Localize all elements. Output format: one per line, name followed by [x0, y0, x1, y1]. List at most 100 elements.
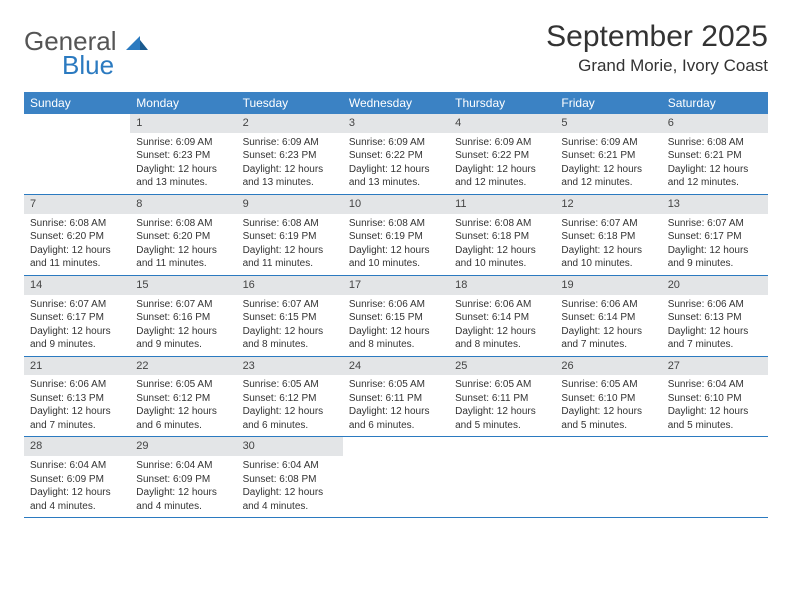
sunset-text: Sunset: 6:13 PM: [30, 392, 124, 406]
sunrise-text: Sunrise: 6:07 AM: [243, 298, 337, 312]
day-number: 7: [24, 195, 130, 214]
sunrise-text: Sunrise: 6:09 AM: [455, 136, 549, 150]
sunset-text: Sunset: 6:22 PM: [349, 149, 443, 163]
sunset-text: Sunset: 6:15 PM: [243, 311, 337, 325]
day-body: Sunrise: 6:06 AMSunset: 6:13 PMDaylight:…: [662, 295, 768, 356]
weeks-container: 1Sunrise: 6:09 AMSunset: 6:23 PMDaylight…: [24, 114, 768, 518]
day-cell: 26Sunrise: 6:05 AMSunset: 6:10 PMDayligh…: [555, 357, 661, 437]
sunrise-text: Sunrise: 6:07 AM: [561, 217, 655, 231]
week-row: 28Sunrise: 6:04 AMSunset: 6:09 PMDayligh…: [24, 437, 768, 518]
day-body: Sunrise: 6:06 AMSunset: 6:13 PMDaylight:…: [24, 375, 130, 436]
sunrise-text: Sunrise: 6:07 AM: [136, 298, 230, 312]
day-cell: 14Sunrise: 6:07 AMSunset: 6:17 PMDayligh…: [24, 276, 130, 356]
sunset-text: Sunset: 6:18 PM: [561, 230, 655, 244]
week-row: 7Sunrise: 6:08 AMSunset: 6:20 PMDaylight…: [24, 195, 768, 276]
day-number: 2: [237, 114, 343, 133]
day-cell: 23Sunrise: 6:05 AMSunset: 6:12 PMDayligh…: [237, 357, 343, 437]
day-number: 14: [24, 276, 130, 295]
day-number: 17: [343, 276, 449, 295]
daylight-text: Daylight: 12 hours and 13 minutes.: [349, 163, 443, 190]
day-number: 23: [237, 357, 343, 376]
daylight-text: Daylight: 12 hours and 9 minutes.: [136, 325, 230, 352]
calendar: Sunday Monday Tuesday Wednesday Thursday…: [24, 92, 768, 518]
day-body: Sunrise: 6:05 AMSunset: 6:12 PMDaylight:…: [237, 375, 343, 436]
daylight-text: Daylight: 12 hours and 6 minutes.: [136, 405, 230, 432]
sunset-text: Sunset: 6:20 PM: [136, 230, 230, 244]
day-body: Sunrise: 6:09 AMSunset: 6:22 PMDaylight:…: [449, 133, 555, 194]
sunrise-text: Sunrise: 6:04 AM: [668, 378, 762, 392]
daylight-text: Daylight: 12 hours and 5 minutes.: [561, 405, 655, 432]
day-cell: 22Sunrise: 6:05 AMSunset: 6:12 PMDayligh…: [130, 357, 236, 437]
daylight-text: Daylight: 12 hours and 4 minutes.: [136, 486, 230, 513]
day-body: Sunrise: 6:04 AMSunset: 6:09 PMDaylight:…: [130, 456, 236, 517]
day-cell: 28Sunrise: 6:04 AMSunset: 6:09 PMDayligh…: [24, 437, 130, 517]
day-cell: 5Sunrise: 6:09 AMSunset: 6:21 PMDaylight…: [555, 114, 661, 194]
day-body: Sunrise: 6:05 AMSunset: 6:11 PMDaylight:…: [343, 375, 449, 436]
day-body: Sunrise: 6:08 AMSunset: 6:19 PMDaylight:…: [343, 214, 449, 275]
day-number: 11: [449, 195, 555, 214]
daylight-text: Daylight: 12 hours and 10 minutes.: [561, 244, 655, 271]
day-number: 16: [237, 276, 343, 295]
day-body: Sunrise: 6:08 AMSunset: 6:20 PMDaylight:…: [24, 214, 130, 275]
location: Grand Morie, Ivory Coast: [546, 56, 768, 76]
sunset-text: Sunset: 6:13 PM: [668, 311, 762, 325]
day-cell: 4Sunrise: 6:09 AMSunset: 6:22 PMDaylight…: [449, 114, 555, 194]
daylight-text: Daylight: 12 hours and 11 minutes.: [243, 244, 337, 271]
day-cell: 20Sunrise: 6:06 AMSunset: 6:13 PMDayligh…: [662, 276, 768, 356]
day-cell: [449, 437, 555, 517]
day-body: Sunrise: 6:04 AMSunset: 6:10 PMDaylight:…: [662, 375, 768, 436]
daylight-text: Daylight: 12 hours and 9 minutes.: [668, 244, 762, 271]
sunrise-text: Sunrise: 6:05 AM: [243, 378, 337, 392]
sunset-text: Sunset: 6:11 PM: [455, 392, 549, 406]
day-cell: [662, 437, 768, 517]
day-number: 19: [555, 276, 661, 295]
day-body: Sunrise: 6:09 AMSunset: 6:21 PMDaylight:…: [555, 133, 661, 194]
day-number: 24: [343, 357, 449, 376]
day-number: 18: [449, 276, 555, 295]
sunset-text: Sunset: 6:21 PM: [561, 149, 655, 163]
sunset-text: Sunset: 6:19 PM: [349, 230, 443, 244]
sunset-text: Sunset: 6:17 PM: [668, 230, 762, 244]
logo: General Blue: [24, 20, 148, 78]
daylight-text: Daylight: 12 hours and 12 minutes.: [668, 163, 762, 190]
sunset-text: Sunset: 6:14 PM: [561, 311, 655, 325]
daylight-text: Daylight: 12 hours and 13 minutes.: [136, 163, 230, 190]
day-cell: 13Sunrise: 6:07 AMSunset: 6:17 PMDayligh…: [662, 195, 768, 275]
day-cell: 19Sunrise: 6:06 AMSunset: 6:14 PMDayligh…: [555, 276, 661, 356]
day-cell: 24Sunrise: 6:05 AMSunset: 6:11 PMDayligh…: [343, 357, 449, 437]
day-header-sun: Sunday: [24, 92, 130, 114]
day-cell: 8Sunrise: 6:08 AMSunset: 6:20 PMDaylight…: [130, 195, 236, 275]
day-body: Sunrise: 6:09 AMSunset: 6:23 PMDaylight:…: [237, 133, 343, 194]
day-header-wed: Wednesday: [343, 92, 449, 114]
day-number: 6: [662, 114, 768, 133]
day-number: 21: [24, 357, 130, 376]
day-cell: [343, 437, 449, 517]
sunrise-text: Sunrise: 6:09 AM: [243, 136, 337, 150]
sunrise-text: Sunrise: 6:05 AM: [349, 378, 443, 392]
sunset-text: Sunset: 6:23 PM: [243, 149, 337, 163]
day-number: 4: [449, 114, 555, 133]
day-body: Sunrise: 6:08 AMSunset: 6:18 PMDaylight:…: [449, 214, 555, 275]
day-cell: [24, 114, 130, 194]
day-cell: 2Sunrise: 6:09 AMSunset: 6:23 PMDaylight…: [237, 114, 343, 194]
day-cell: 29Sunrise: 6:04 AMSunset: 6:09 PMDayligh…: [130, 437, 236, 517]
day-number: 22: [130, 357, 236, 376]
sunrise-text: Sunrise: 6:06 AM: [30, 378, 124, 392]
day-cell: 18Sunrise: 6:06 AMSunset: 6:14 PMDayligh…: [449, 276, 555, 356]
day-body: Sunrise: 6:05 AMSunset: 6:12 PMDaylight:…: [130, 375, 236, 436]
title-block: September 2025 Grand Morie, Ivory Coast: [546, 20, 768, 76]
day-cell: 3Sunrise: 6:09 AMSunset: 6:22 PMDaylight…: [343, 114, 449, 194]
day-body: Sunrise: 6:07 AMSunset: 6:16 PMDaylight:…: [130, 295, 236, 356]
day-number: 15: [130, 276, 236, 295]
daylight-text: Daylight: 12 hours and 10 minutes.: [349, 244, 443, 271]
daylight-text: Daylight: 12 hours and 7 minutes.: [30, 405, 124, 432]
day-header-mon: Monday: [130, 92, 236, 114]
sunrise-text: Sunrise: 6:09 AM: [136, 136, 230, 150]
day-number: 12: [555, 195, 661, 214]
sunrise-text: Sunrise: 6:04 AM: [243, 459, 337, 473]
sunrise-text: Sunrise: 6:08 AM: [243, 217, 337, 231]
sunset-text: Sunset: 6:15 PM: [349, 311, 443, 325]
day-header-fri: Friday: [555, 92, 661, 114]
daylight-text: Daylight: 12 hours and 8 minutes.: [349, 325, 443, 352]
sunset-text: Sunset: 6:11 PM: [349, 392, 443, 406]
